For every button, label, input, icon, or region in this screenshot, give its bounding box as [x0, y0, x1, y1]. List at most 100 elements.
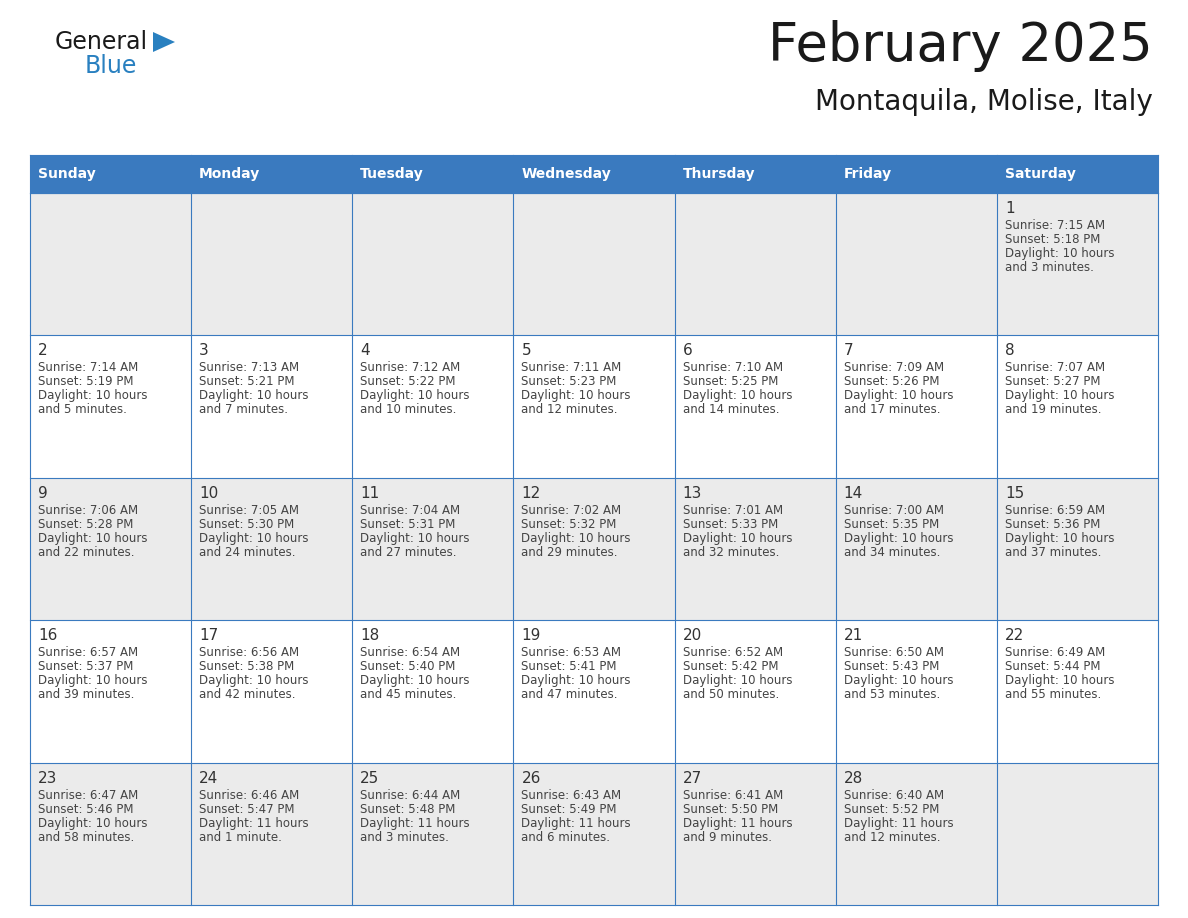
Text: Daylight: 10 hours: Daylight: 10 hours: [843, 532, 953, 544]
Text: Sunset: 5:33 PM: Sunset: 5:33 PM: [683, 518, 778, 531]
Text: 7: 7: [843, 343, 853, 358]
Bar: [513, 477, 675, 621]
Text: Sunrise: 7:11 AM: Sunrise: 7:11 AM: [522, 362, 621, 375]
Text: Daylight: 10 hours: Daylight: 10 hours: [522, 532, 631, 544]
Bar: [675, 763, 835, 905]
Text: Saturday: Saturday: [1005, 167, 1075, 181]
Text: 2: 2: [38, 343, 48, 358]
Text: 26: 26: [522, 770, 541, 786]
Bar: [997, 477, 1158, 621]
Text: Sunset: 5:46 PM: Sunset: 5:46 PM: [38, 802, 133, 815]
Bar: [353, 621, 513, 763]
Text: and 17 minutes.: and 17 minutes.: [843, 403, 940, 417]
Text: 14: 14: [843, 486, 862, 501]
Text: Daylight: 10 hours: Daylight: 10 hours: [200, 389, 309, 402]
Text: Sunset: 5:50 PM: Sunset: 5:50 PM: [683, 802, 778, 815]
Bar: [513, 155, 675, 193]
Text: 20: 20: [683, 628, 702, 644]
Text: 1: 1: [1005, 201, 1015, 216]
Text: Daylight: 10 hours: Daylight: 10 hours: [1005, 389, 1114, 402]
Text: Sunrise: 6:49 AM: Sunrise: 6:49 AM: [1005, 646, 1105, 659]
Text: Sunrise: 7:01 AM: Sunrise: 7:01 AM: [683, 504, 783, 517]
Text: and 6 minutes.: and 6 minutes.: [522, 831, 611, 844]
Text: General: General: [55, 30, 148, 54]
Text: Daylight: 10 hours: Daylight: 10 hours: [843, 389, 953, 402]
Bar: [191, 335, 353, 477]
Text: February 2025: February 2025: [769, 20, 1154, 72]
Text: and 37 minutes.: and 37 minutes.: [1005, 546, 1101, 559]
Text: Sunrise: 6:46 AM: Sunrise: 6:46 AM: [200, 789, 299, 801]
Text: Sunset: 5:41 PM: Sunset: 5:41 PM: [522, 660, 617, 673]
Bar: [191, 621, 353, 763]
Text: 5: 5: [522, 343, 531, 358]
Text: and 9 minutes.: and 9 minutes.: [683, 831, 771, 844]
Bar: [191, 155, 353, 193]
Text: 19: 19: [522, 628, 541, 644]
Text: Sunset: 5:37 PM: Sunset: 5:37 PM: [38, 660, 133, 673]
Text: Sunset: 5:19 PM: Sunset: 5:19 PM: [38, 375, 133, 388]
Text: and 55 minutes.: and 55 minutes.: [1005, 688, 1101, 701]
Text: Daylight: 10 hours: Daylight: 10 hours: [38, 674, 147, 688]
Text: and 58 minutes.: and 58 minutes.: [38, 831, 134, 844]
Text: Sunset: 5:31 PM: Sunset: 5:31 PM: [360, 518, 456, 531]
Text: and 12 minutes.: and 12 minutes.: [843, 831, 940, 844]
Bar: [353, 335, 513, 477]
Text: Tuesday: Tuesday: [360, 167, 424, 181]
Text: Sunrise: 6:43 AM: Sunrise: 6:43 AM: [522, 789, 621, 801]
Bar: [675, 155, 835, 193]
Bar: [30, 621, 191, 763]
Bar: [191, 763, 353, 905]
Text: Sunrise: 7:02 AM: Sunrise: 7:02 AM: [522, 504, 621, 517]
Text: and 3 minutes.: and 3 minutes.: [1005, 261, 1094, 274]
Text: Sunset: 5:52 PM: Sunset: 5:52 PM: [843, 802, 939, 815]
Text: 25: 25: [360, 770, 379, 786]
Text: Sunrise: 7:06 AM: Sunrise: 7:06 AM: [38, 504, 138, 517]
Text: 15: 15: [1005, 486, 1024, 501]
Text: Daylight: 10 hours: Daylight: 10 hours: [683, 389, 792, 402]
Text: Sunset: 5:49 PM: Sunset: 5:49 PM: [522, 802, 617, 815]
Text: Daylight: 10 hours: Daylight: 10 hours: [683, 532, 792, 544]
Text: Daylight: 10 hours: Daylight: 10 hours: [683, 674, 792, 688]
Text: Daylight: 10 hours: Daylight: 10 hours: [522, 674, 631, 688]
Text: 12: 12: [522, 486, 541, 501]
Bar: [835, 477, 997, 621]
Bar: [353, 193, 513, 335]
Text: 27: 27: [683, 770, 702, 786]
Text: and 7 minutes.: and 7 minutes.: [200, 403, 289, 417]
Text: Sunrise: 6:54 AM: Sunrise: 6:54 AM: [360, 646, 461, 659]
Text: Daylight: 10 hours: Daylight: 10 hours: [38, 532, 147, 544]
Text: and 27 minutes.: and 27 minutes.: [360, 546, 456, 559]
Bar: [513, 335, 675, 477]
Text: Daylight: 10 hours: Daylight: 10 hours: [843, 674, 953, 688]
Text: Sunrise: 7:04 AM: Sunrise: 7:04 AM: [360, 504, 461, 517]
Bar: [675, 335, 835, 477]
Text: and 34 minutes.: and 34 minutes.: [843, 546, 940, 559]
Text: and 32 minutes.: and 32 minutes.: [683, 546, 779, 559]
Bar: [835, 155, 997, 193]
Bar: [191, 193, 353, 335]
Text: Sunrise: 7:12 AM: Sunrise: 7:12 AM: [360, 362, 461, 375]
Text: Thursday: Thursday: [683, 167, 756, 181]
Text: and 14 minutes.: and 14 minutes.: [683, 403, 779, 417]
Bar: [675, 477, 835, 621]
Text: Sunrise: 7:14 AM: Sunrise: 7:14 AM: [38, 362, 138, 375]
Text: Sunset: 5:32 PM: Sunset: 5:32 PM: [522, 518, 617, 531]
Text: Sunset: 5:44 PM: Sunset: 5:44 PM: [1005, 660, 1100, 673]
Text: Daylight: 10 hours: Daylight: 10 hours: [360, 389, 469, 402]
Text: 21: 21: [843, 628, 862, 644]
Text: 18: 18: [360, 628, 379, 644]
Text: Sunrise: 7:15 AM: Sunrise: 7:15 AM: [1005, 219, 1105, 232]
Text: and 47 minutes.: and 47 minutes.: [522, 688, 618, 701]
Text: Daylight: 11 hours: Daylight: 11 hours: [360, 817, 470, 830]
Text: Sunrise: 6:44 AM: Sunrise: 6:44 AM: [360, 789, 461, 801]
Text: Sunrise: 7:00 AM: Sunrise: 7:00 AM: [843, 504, 943, 517]
Text: 4: 4: [360, 343, 369, 358]
Text: Daylight: 10 hours: Daylight: 10 hours: [1005, 532, 1114, 544]
Text: Daylight: 10 hours: Daylight: 10 hours: [360, 674, 469, 688]
Text: Daylight: 10 hours: Daylight: 10 hours: [38, 817, 147, 830]
Text: Sunset: 5:38 PM: Sunset: 5:38 PM: [200, 660, 295, 673]
Text: Sunset: 5:27 PM: Sunset: 5:27 PM: [1005, 375, 1100, 388]
Text: 10: 10: [200, 486, 219, 501]
Text: 23: 23: [38, 770, 57, 786]
Text: and 5 minutes.: and 5 minutes.: [38, 403, 127, 417]
